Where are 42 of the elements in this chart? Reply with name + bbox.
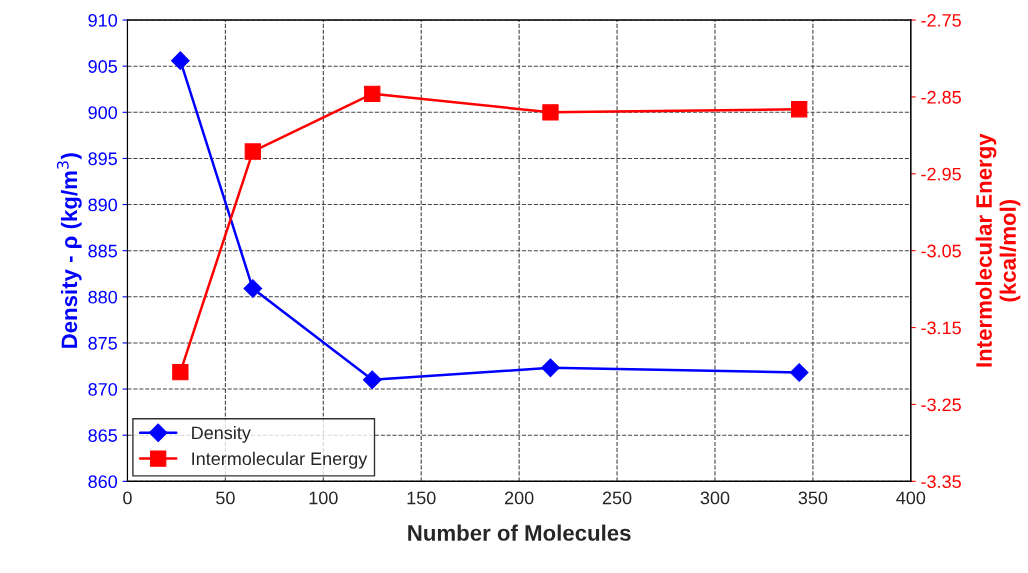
y2-tick-label: -2.95 xyxy=(921,167,961,181)
y-tick-label: 910 xyxy=(88,13,118,27)
y2-axis-title: Intermolecular Energy (kcal/mol) xyxy=(975,133,1021,367)
y2-tick-label: -3.35 xyxy=(921,475,961,489)
y-tick-label: 885 xyxy=(88,244,117,258)
x-tick-label: 250 xyxy=(602,491,632,505)
point xyxy=(362,370,382,390)
y-tick-label: 900 xyxy=(88,106,118,120)
point xyxy=(244,143,261,160)
y2-tick-label: -3.05 xyxy=(921,244,961,258)
point xyxy=(364,85,381,103)
y2-tick-label: -2.75 xyxy=(921,13,961,27)
y2-tick-label: -3.25 xyxy=(921,398,961,412)
x-tick-label: 0 xyxy=(123,491,132,505)
point xyxy=(172,364,189,381)
y-tick-label: 860 xyxy=(88,475,118,489)
legend-label: Intermolecular Energy xyxy=(192,451,368,469)
point xyxy=(789,363,809,382)
y-tick-label: 890 xyxy=(88,198,118,212)
y-tick-label: 895 xyxy=(88,152,117,166)
y-tick-label: 865 xyxy=(88,429,117,442)
y-tick-label: 870 xyxy=(88,383,118,396)
x-tick-label: 200 xyxy=(504,491,534,505)
point xyxy=(541,358,560,378)
x-tick-label: 50 xyxy=(216,491,235,505)
point xyxy=(170,51,190,71)
y-tick-label: 905 xyxy=(88,60,117,73)
x-axis-title: Number of Molecules xyxy=(408,524,631,541)
point xyxy=(791,101,808,118)
y-tick-label: 875 xyxy=(88,336,117,350)
x-tick-label: 300 xyxy=(700,491,730,505)
y-tick-label: 880 xyxy=(88,290,118,304)
x-tick-label: 100 xyxy=(309,491,338,505)
point xyxy=(243,279,263,298)
y-axis-title: Density - ρ (kg/m$^{3}$) xyxy=(56,153,82,348)
legend-label: Density xyxy=(192,425,251,443)
x-tick-label: 150 xyxy=(407,491,436,505)
x-tick-label: 350 xyxy=(798,491,828,505)
y2-tick-label: -2.85 xyxy=(921,90,961,104)
point xyxy=(542,104,559,121)
y2-tick-label: -3.15 xyxy=(921,321,961,335)
x-tick-label: 400 xyxy=(896,491,926,505)
